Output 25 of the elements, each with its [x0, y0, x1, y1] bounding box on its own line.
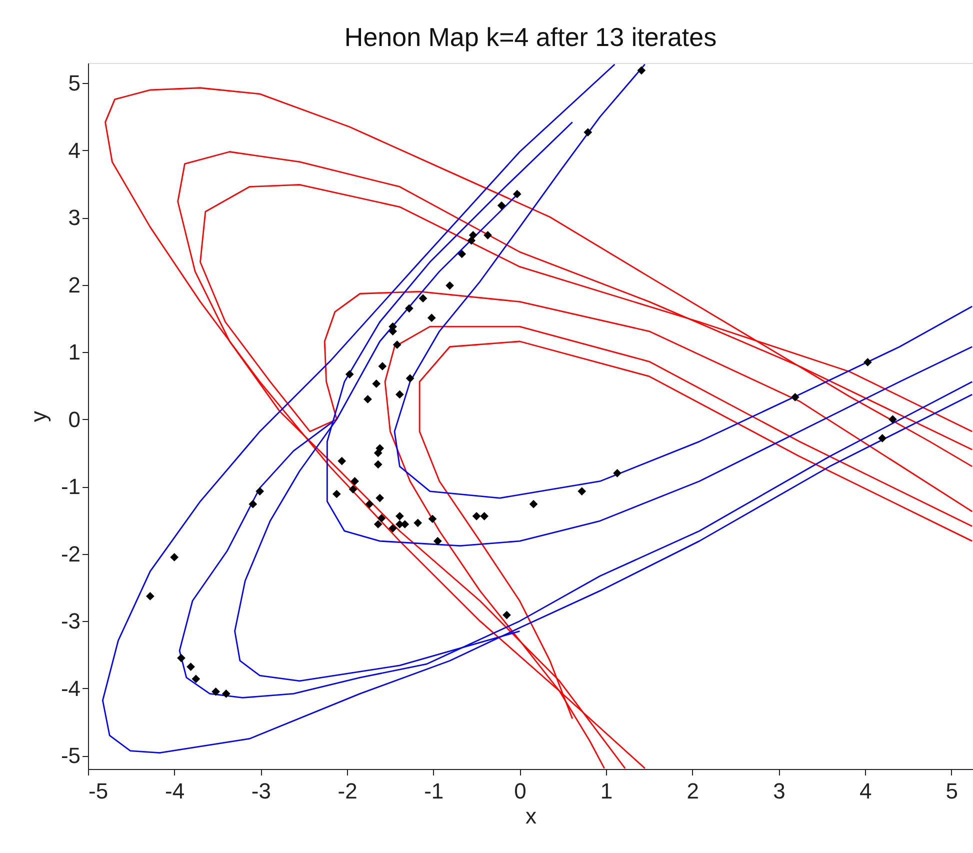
y-tick-label: 1: [68, 340, 80, 365]
x-tick-label: -5: [88, 778, 108, 804]
y-tick-label: -4: [60, 676, 80, 701]
y-tick-label: 3: [68, 205, 80, 230]
y-tick-label: -3: [60, 608, 80, 634]
y-tick-label: 0: [68, 406, 80, 432]
x-tick-label: 0: [514, 778, 526, 804]
y-tick-label: 4: [68, 138, 80, 163]
x-tick-label: -1: [424, 778, 444, 804]
y-tick-label: 5: [68, 70, 80, 96]
x-tick-label: 2: [686, 778, 700, 804]
x-tick-label: -2: [338, 778, 358, 804]
x-tick-label: 3: [773, 778, 786, 804]
x-tick-label: 1: [600, 778, 613, 804]
x-tick-label: 5: [946, 778, 958, 804]
chart-title: Henon Map k=4 after 13 iterates: [344, 22, 717, 52]
y-tick-label: -5: [60, 743, 80, 768]
x-tick-label: -3: [251, 778, 271, 804]
y-tick-label: 2: [68, 272, 80, 298]
y-tick-label: -1: [60, 474, 80, 500]
x-axis-title: x: [526, 804, 536, 828]
x-tick-label: -4: [165, 778, 185, 804]
y-tick-label: -2: [60, 541, 80, 566]
y-axis-title: y: [26, 411, 51, 422]
x-tick-label: 4: [859, 778, 872, 804]
